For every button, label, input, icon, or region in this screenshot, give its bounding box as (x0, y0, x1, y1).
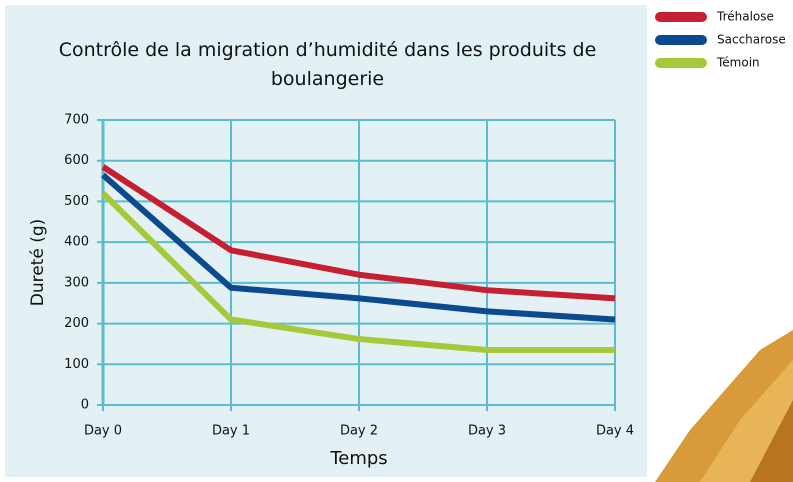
y-tick-label: 600 (64, 153, 89, 168)
x-tick-label: Day 0 (84, 424, 122, 439)
x-tick-label: Day 2 (340, 424, 378, 439)
data-line (100, 191, 615, 354)
y-tick-label: 200 (64, 316, 89, 331)
y-tick-label: 300 (64, 275, 89, 290)
chart-title: Contrôle de la migration d’humidité dans… (58, 39, 597, 90)
y-axis-label: Dureté (g) (28, 219, 48, 307)
legend-label: Tréhalose (716, 10, 774, 24)
y-tick-label: 100 (64, 357, 89, 372)
x-tick-label: Day 4 (596, 424, 634, 439)
data-line (101, 164, 616, 302)
y-tick-label: 500 (64, 194, 89, 209)
chart-background (5, 5, 647, 477)
y-tick-label: 700 (64, 113, 89, 128)
legend-label: Saccharose (717, 33, 786, 47)
x-tick-label: Day 3 (468, 424, 506, 439)
x-tick-label: Day 1 (212, 424, 250, 439)
y-tick-label: 400 (64, 235, 89, 250)
bread-photo (655, 330, 793, 482)
data-line (101, 172, 616, 323)
y-tick-label: 0 (81, 398, 89, 413)
x-axis-label: Temps (329, 448, 387, 469)
legend-label: Témoin (716, 56, 760, 70)
